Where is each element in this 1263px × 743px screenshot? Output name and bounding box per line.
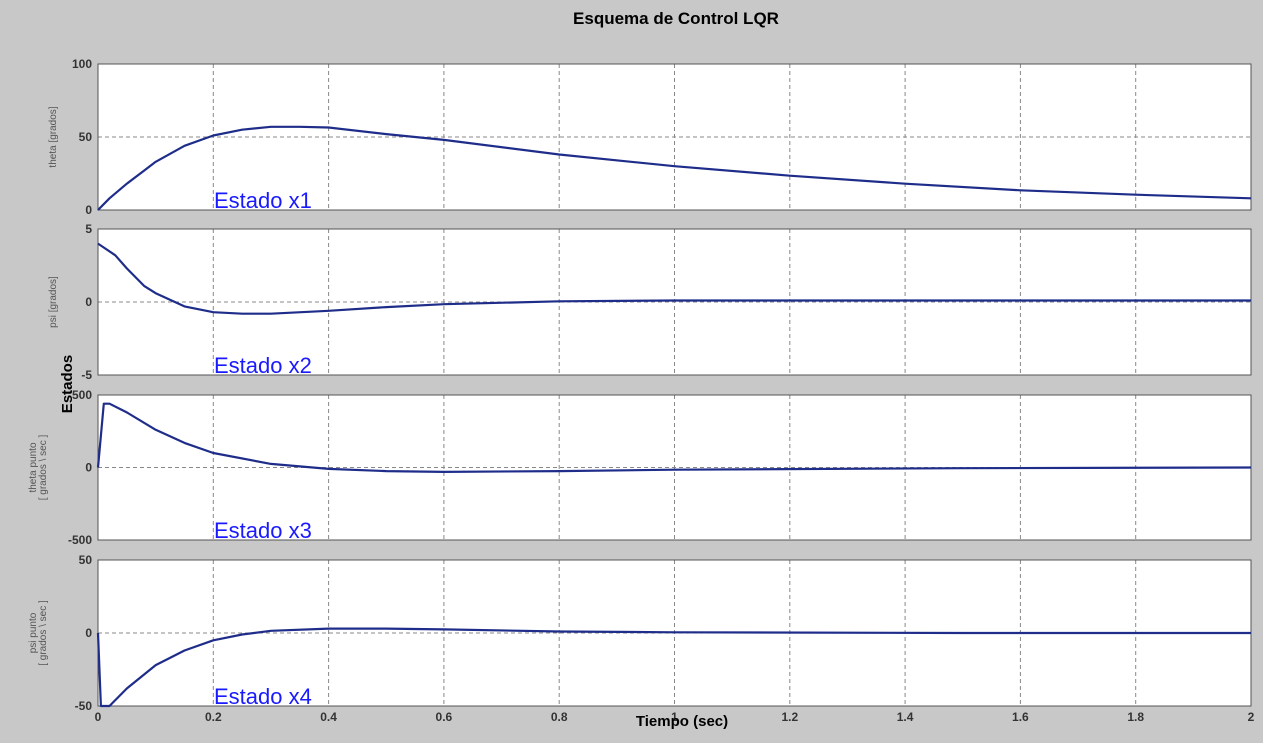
subplot-3: -500 0 500 theta punto[ grados \ sec ] Estad… xyxy=(28,388,1252,547)
panel-y-label: theta punto xyxy=(28,442,39,492)
y-tick-label: 5 xyxy=(85,222,92,236)
panel-y-label: theta [grados] xyxy=(48,106,59,167)
plot-frame xyxy=(97,228,1252,376)
panel-y-label: psi punto xyxy=(28,612,39,653)
y-tick-label: -5 xyxy=(81,368,92,382)
panel-y-label: [ grados \ sec ] xyxy=(38,434,49,500)
subplot-2: -5 0 5 psi [grados] Estado x2 xyxy=(48,222,1252,382)
y-tick-label: -50 xyxy=(75,699,93,713)
series-line xyxy=(97,125,1252,211)
y-tick-label: 500 xyxy=(72,388,92,402)
x-tick-label: 0.8 xyxy=(551,710,568,724)
x-tick-label: 0.6 xyxy=(436,710,453,724)
subplot-1: 0 50 100 theta [grados] Estado x1 xyxy=(48,57,1252,217)
x-tick-label: 1.8 xyxy=(1127,710,1144,724)
x-tick-label: 0 xyxy=(95,710,102,724)
y-tick-label: 0 xyxy=(85,295,92,309)
x-tick-label: 1.2 xyxy=(781,710,798,724)
figure-title: Esquema de Control LQR xyxy=(573,9,779,28)
series-line xyxy=(96,627,1251,708)
y-tick-label: -500 xyxy=(68,533,92,547)
x-tick-label: 1.6 xyxy=(1012,710,1029,724)
y-tick-label: 50 xyxy=(79,130,93,144)
y-tick-label: 0 xyxy=(85,626,92,640)
y-tick-label: 50 xyxy=(79,553,93,567)
panel-y-label: psi [grados] xyxy=(48,276,59,328)
x-tick-label: 1.4 xyxy=(897,710,914,724)
state-annotation: Estado x3 xyxy=(214,518,312,543)
state-annotation: Estado x1 xyxy=(214,188,312,213)
series-line xyxy=(97,242,1251,315)
y-tick-label: 0 xyxy=(85,461,92,475)
x-tick-label: 0.2 xyxy=(205,710,222,724)
x-tick-label: 2 xyxy=(1248,710,1255,724)
series-line xyxy=(96,402,1252,473)
x-axis-label: Tiempo (sec) xyxy=(636,713,728,730)
plot-frame xyxy=(97,63,1252,211)
state-annotation: Estado x4 xyxy=(214,684,312,709)
panel-y-label: [ grados \ sec ] xyxy=(38,600,49,666)
y-tick-label: 0 xyxy=(85,203,92,217)
state-annotation: Estado x2 xyxy=(214,353,312,378)
y-tick-label: 100 xyxy=(72,57,92,71)
shared-y-axis-label: Estados xyxy=(59,355,76,413)
x-tick-label: 1 xyxy=(671,710,678,724)
x-tick-label: 0.4 xyxy=(320,710,337,724)
